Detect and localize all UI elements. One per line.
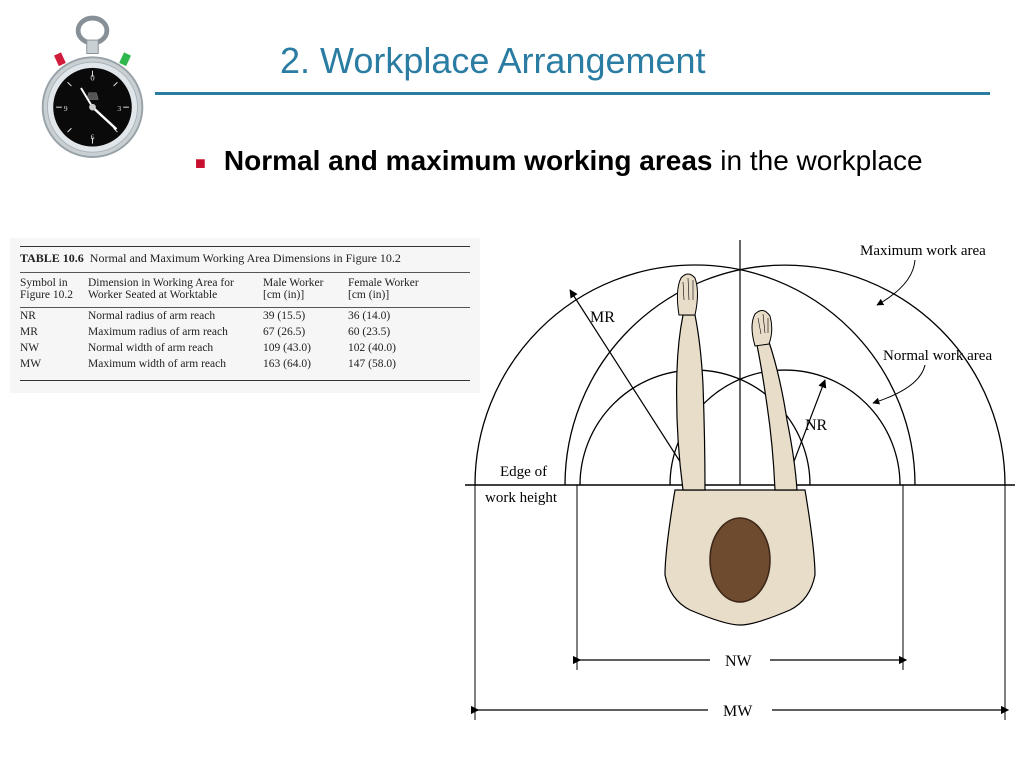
diagram-label-nw: NW xyxy=(725,653,753,670)
diagram-label-mw: MW xyxy=(723,703,753,720)
col-header-dimension: Dimension in Working Area forWorker Seat… xyxy=(88,273,263,308)
bullet-item: ■ Normal and maximum working areas in th… xyxy=(195,145,945,177)
diagram-label-edge2: work height xyxy=(485,490,558,506)
work-area-diagram: MR NR Maximum work area Normal work area… xyxy=(465,230,1020,740)
diagram-label-normal-area: Normal work area xyxy=(883,348,992,364)
diagram-label-nr: NR xyxy=(805,417,828,434)
svg-text:6: 6 xyxy=(91,133,95,142)
table-row: MRMaximum radius of arm reach67 (26.5)60… xyxy=(20,324,470,340)
stopwatch-icon: 0 3 6 9 xyxy=(35,8,150,168)
bullet-list: ■ Normal and maximum working areas in th… xyxy=(195,145,945,177)
table-caption-label: TABLE 10.6 xyxy=(20,251,84,265)
title-underline xyxy=(155,92,990,95)
dimensions-table: Symbol inFigure 10.2 Dimension in Workin… xyxy=(20,272,470,376)
table-row: MWMaximum width of arm reach163 (64.0)14… xyxy=(20,356,470,376)
bullet-rest: in the workplace xyxy=(712,145,922,176)
table-caption: TABLE 10.6 Normal and Maximum Working Ar… xyxy=(20,246,470,266)
bullet-marker-icon: ■ xyxy=(195,153,206,174)
page-title: 2. Workplace Arrangement xyxy=(280,40,706,82)
svg-text:9: 9 xyxy=(64,104,68,113)
diagram-label-edge1: Edge of xyxy=(500,464,547,480)
svg-text:3: 3 xyxy=(117,104,121,113)
table-row: NWNormal width of arm reach109 (43.0)102… xyxy=(20,340,470,356)
bullet-bold: Normal and maximum working areas xyxy=(224,145,713,176)
dimensions-table-container: TABLE 10.6 Normal and Maximum Working Ar… xyxy=(10,238,480,393)
diagram-label-mr: MR xyxy=(590,309,615,326)
svg-text:0: 0 xyxy=(90,72,94,82)
table-row: NRNormal radius of arm reach39 (15.5)36 … xyxy=(20,308,470,325)
bullet-text: Normal and maximum working areas in the … xyxy=(224,145,923,177)
table-caption-text: Normal and Maximum Working Area Dimensio… xyxy=(90,251,401,265)
col-header-symbol: Symbol inFigure 10.2 xyxy=(20,273,88,308)
col-header-male: Male Worker[cm (in)] xyxy=(263,273,348,308)
diagram-label-max-area: Maximum work area xyxy=(860,243,986,259)
col-header-female: Female Worker[cm (in)] xyxy=(348,273,470,308)
